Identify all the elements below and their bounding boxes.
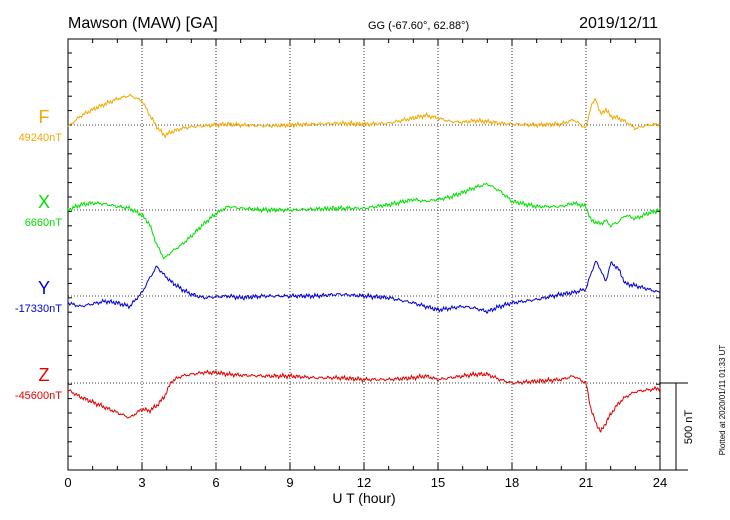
series-baseline-x: 6660nT (25, 217, 63, 229)
series-line-f (67, 93, 661, 139)
plotted-at-label: Plotted at 2020/01/11 01:33 UT (718, 345, 727, 456)
coordinates-label: GG (-67.60°, 62.88°) (368, 20, 469, 32)
x-tick-labels: 0 3 6 9 12 15 18 21 24 (64, 475, 667, 490)
series-baseline-z: -45600nT (15, 390, 62, 402)
date-label: 2019/12/11 (579, 15, 658, 32)
x-tick-label-15: 15 (431, 475, 445, 490)
series-layer (67, 93, 661, 433)
series-name-y: Y (38, 278, 50, 298)
scale-bar: 500 nT (660, 382, 695, 471)
x-axis-label: U T (hour) (332, 490, 395, 506)
series-name-z: Z (39, 365, 50, 385)
series-labels: F 49240nT X 6660nT Y -17330nT Z -45600nT (15, 107, 62, 402)
series-line-z (67, 369, 661, 433)
series-name-x: X (38, 192, 50, 212)
x-tick-label-21: 21 (579, 475, 593, 490)
x-tick-label-3: 3 (138, 475, 145, 490)
x-tick-label-18: 18 (505, 475, 519, 490)
x-tick-label-12: 12 (357, 475, 371, 490)
x-tick-label-24: 24 (653, 475, 667, 490)
scale-bar-label: 500 nT (683, 410, 695, 445)
x-tick-label-6: 6 (212, 475, 219, 490)
x-tick-label-9: 9 (286, 475, 293, 490)
series-name-f: F (39, 107, 50, 127)
series-line-y (67, 260, 661, 314)
station-title: Mawson (MAW) [GA] (68, 15, 218, 32)
axis-ticks (67, 39, 661, 470)
series-line-x (67, 182, 661, 260)
series-baseline-f: 49240nT (19, 132, 63, 144)
series-baseline-y: -17330nT (15, 303, 62, 315)
x-tick-label-0: 0 (64, 475, 71, 490)
